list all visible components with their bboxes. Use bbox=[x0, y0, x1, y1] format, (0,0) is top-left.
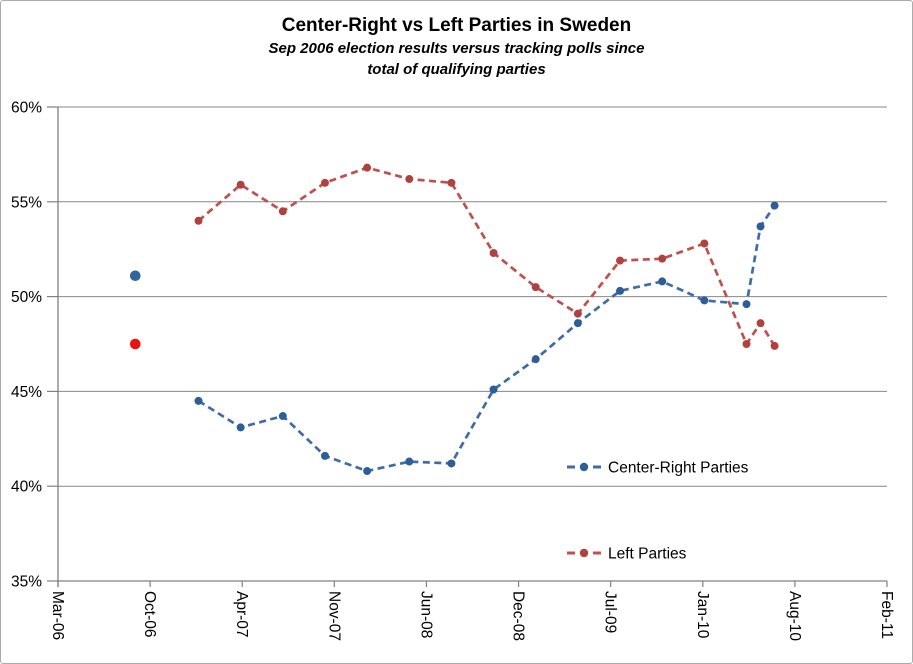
data-point-center-right-parties bbox=[770, 201, 779, 210]
x-axis-label: Jun-08 bbox=[417, 591, 434, 638]
x-axis-label: Jul-09 bbox=[602, 591, 619, 633]
data-point-left-parties bbox=[489, 248, 498, 257]
data-point-center-right-parties bbox=[278, 412, 287, 421]
data-point-center-right-parties bbox=[573, 319, 582, 328]
chart-title: Center-Right vs Left Parties in Sweden bbox=[281, 15, 632, 36]
election-result-dot bbox=[129, 338, 141, 350]
data-point-left-parties bbox=[363, 163, 372, 172]
data-point-center-right-parties bbox=[756, 222, 765, 231]
data-point-left-parties bbox=[194, 216, 203, 225]
data-point-center-right-parties bbox=[742, 300, 751, 309]
data-point-center-right-parties bbox=[531, 355, 540, 364]
legend-label-left-parties: Left Parties bbox=[608, 546, 687, 563]
data-point-center-right-parties bbox=[658, 277, 667, 286]
data-point-left-parties bbox=[531, 283, 540, 292]
y-axis-label: 60% bbox=[11, 100, 42, 117]
x-axis-label: Feb-11 bbox=[878, 591, 895, 639]
legend-sample-marker-center-right-parties bbox=[579, 462, 589, 472]
x-axis-label: Nov-07 bbox=[325, 591, 342, 641]
data-point-left-parties bbox=[278, 207, 287, 216]
data-point-center-right-parties bbox=[194, 396, 203, 405]
data-point-left-parties bbox=[756, 319, 765, 328]
data-point-left-parties bbox=[320, 178, 329, 187]
x-axis-label: Apr-07 bbox=[233, 591, 250, 638]
y-axis-label: 35% bbox=[11, 574, 42, 591]
chart-subtitle-line2: total of qualifying parties bbox=[367, 61, 546, 78]
legend-label-center-right-parties: Center-Right Parties bbox=[608, 460, 749, 477]
data-point-left-parties bbox=[405, 175, 414, 184]
data-point-left-parties bbox=[616, 256, 625, 265]
data-point-center-right-parties bbox=[700, 296, 709, 305]
data-point-center-right-parties bbox=[489, 385, 498, 394]
data-point-left-parties bbox=[236, 180, 245, 189]
y-axis-label: 40% bbox=[11, 479, 42, 496]
y-axis-label: 55% bbox=[11, 194, 42, 211]
chart-title-block: Center-Right vs Left Parties in Sweden S… bbox=[1, 14, 912, 80]
data-point-center-right-parties bbox=[320, 451, 329, 460]
x-axis-label: Aug-10 bbox=[786, 591, 803, 641]
data-point-left-parties bbox=[770, 341, 779, 350]
x-axis-label: Mar-06 bbox=[49, 591, 66, 640]
y-axis-label: 50% bbox=[11, 289, 42, 306]
series-line-center-right-parties bbox=[197, 204, 776, 473]
election-result-dot bbox=[129, 270, 141, 282]
data-point-center-right-parties bbox=[363, 467, 372, 476]
y-axis-label: 45% bbox=[11, 384, 42, 401]
data-point-left-parties bbox=[573, 309, 582, 318]
data-point-center-right-parties bbox=[236, 423, 245, 432]
data-point-left-parties bbox=[447, 178, 456, 187]
data-point-left-parties bbox=[742, 340, 751, 348]
data-point-center-right-parties bbox=[616, 286, 625, 295]
x-axis-label: Oct-06 bbox=[141, 591, 158, 638]
chart-subtitle-line1: Sep 2006 election results versus trackin… bbox=[268, 40, 645, 57]
legend-sample-marker-left-parties bbox=[579, 548, 589, 558]
x-axis-label: Jan-10 bbox=[694, 591, 711, 639]
data-point-center-right-parties bbox=[405, 457, 414, 466]
data-point-left-parties bbox=[658, 254, 667, 263]
x-axis-label: Dec-08 bbox=[510, 591, 527, 641]
series-line-left-parties bbox=[197, 166, 776, 347]
data-point-left-parties bbox=[700, 239, 709, 248]
data-point-center-right-parties bbox=[447, 459, 456, 468]
